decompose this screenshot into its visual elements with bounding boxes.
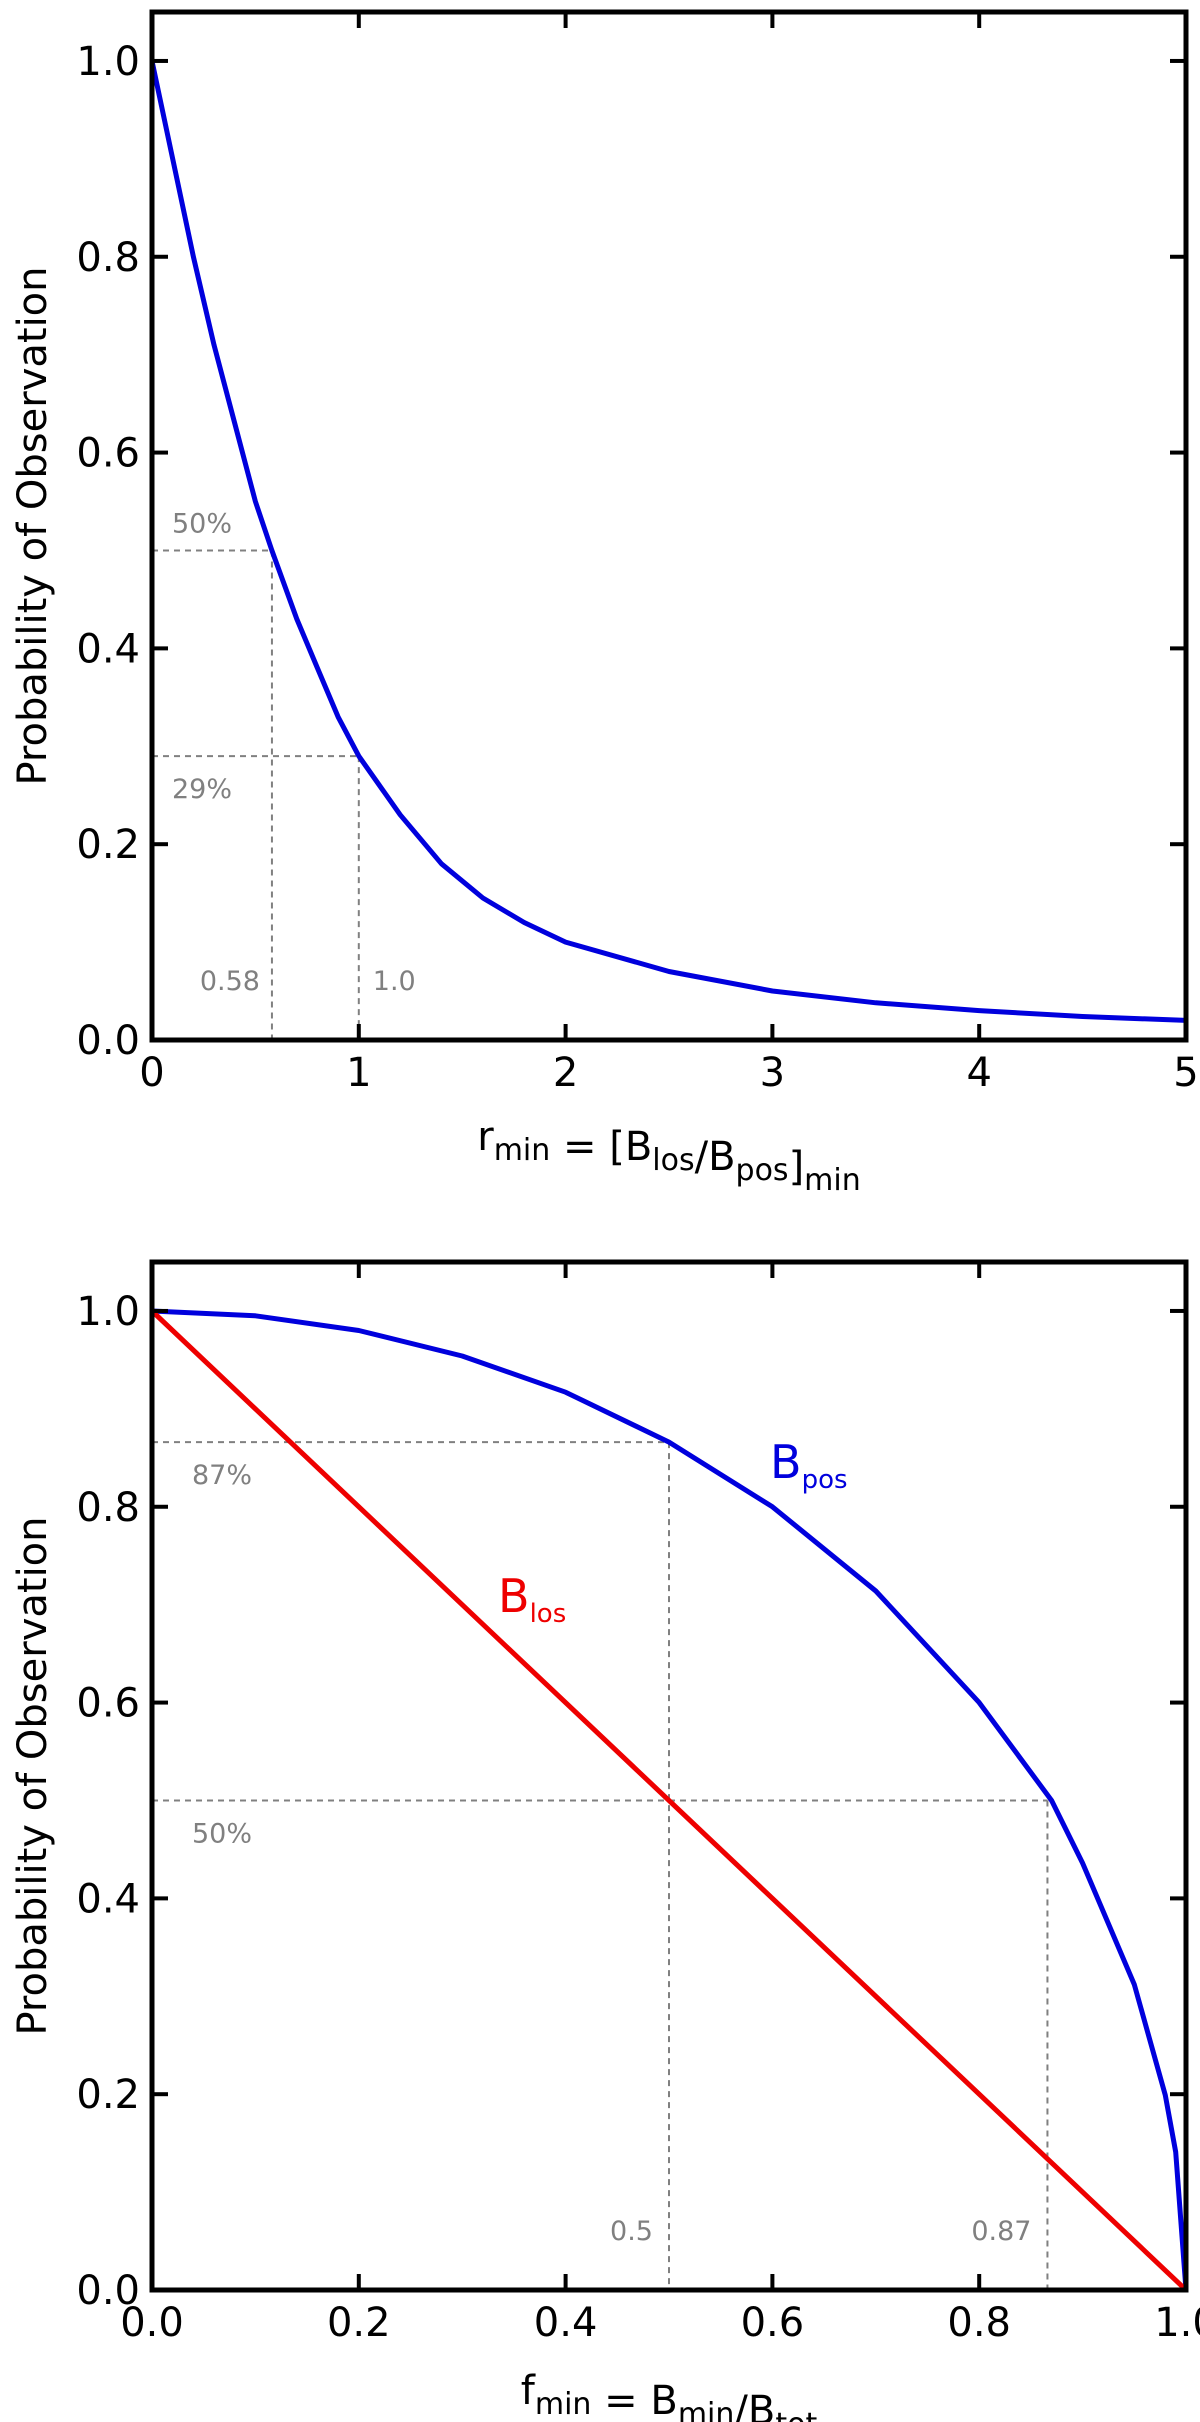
y-tick-label: 1.0: [76, 39, 140, 85]
x-tick-label: 3: [760, 1050, 785, 1096]
series-label-pos: Bpos: [770, 1435, 848, 1495]
x-tick-label: 0.8: [947, 2300, 1011, 2346]
x-tick-label: 4: [966, 1050, 991, 1096]
x-tick-label: 0.6: [741, 2300, 805, 2346]
y-tick-label: 0.0: [76, 2268, 140, 2314]
x-tick-label: 2: [553, 1050, 578, 1096]
guide-lines: [152, 549, 360, 1040]
y-axis-label: Probability of Observation: [10, 1516, 56, 2035]
annotation-label: 50%: [172, 508, 232, 539]
y-tick-label: 0.6: [76, 431, 140, 477]
y-tick-label: 0.4: [76, 1876, 140, 1922]
series-label-los: Blos: [498, 1569, 566, 1629]
x-axis-label: rmin = [Blos/Bpos]min: [477, 1114, 861, 1198]
annotation-label: 1.0: [373, 966, 416, 997]
x-axis-label: fmin = Bmin/Btot: [521, 2368, 818, 2422]
y-tick-label: 0.2: [76, 822, 140, 868]
y-tick-label: 0.6: [76, 1681, 140, 1727]
annotation-label: 0.5: [610, 2216, 653, 2247]
x-tick-label: 0.2: [327, 2300, 391, 2346]
plot-frame: [149, 1259, 1189, 2293]
chart-r-min: 0 1 2 3 4 5 0.0 0.2 0.4 0.6 0.8 1.0 Probability of O…: [10, 9, 1199, 1198]
y-axis-label: Probability of Observation: [10, 266, 56, 785]
y-tick-label: 0.4: [76, 626, 140, 672]
chart-f-min: 0.0 0.2 0.4 0.6 0.8 1.0 0.0 0.2 0.4 0.6 0.8 1.0 Prob…: [10, 1259, 1200, 2422]
series-line-0: [149, 58, 1189, 1023]
y-tick-label: 0.0: [76, 1018, 140, 1064]
annotation-label: 50%: [192, 1818, 252, 1849]
x-tick-label: 0.4: [534, 2300, 598, 2346]
plot-frame: [149, 9, 1189, 1043]
annotation-label: 87%: [192, 1460, 252, 1491]
x-tick-label: 0: [139, 1050, 164, 1096]
series-line-1: [149, 1308, 1189, 2293]
y-tick-label: 0.8: [76, 235, 140, 281]
y-tick-label: 0.8: [76, 1485, 140, 1531]
y-tick-label: 0.2: [76, 2072, 140, 2118]
x-tick-label: 1: [346, 1050, 371, 1096]
series-line-0: [149, 1308, 1189, 2293]
annotation-label: 0.58: [200, 966, 260, 997]
annotation-label: 29%: [172, 774, 232, 805]
x-tick-label: 5: [1173, 1050, 1198, 1096]
x-tick-label: 0.0: [120, 2300, 184, 2346]
y-tick-label: 1.0: [76, 1289, 140, 1335]
annotation-label: 0.87: [971, 2216, 1031, 2247]
guide-lines: [152, 1441, 1049, 2290]
x-tick-label: 1.0: [1154, 2300, 1200, 2346]
